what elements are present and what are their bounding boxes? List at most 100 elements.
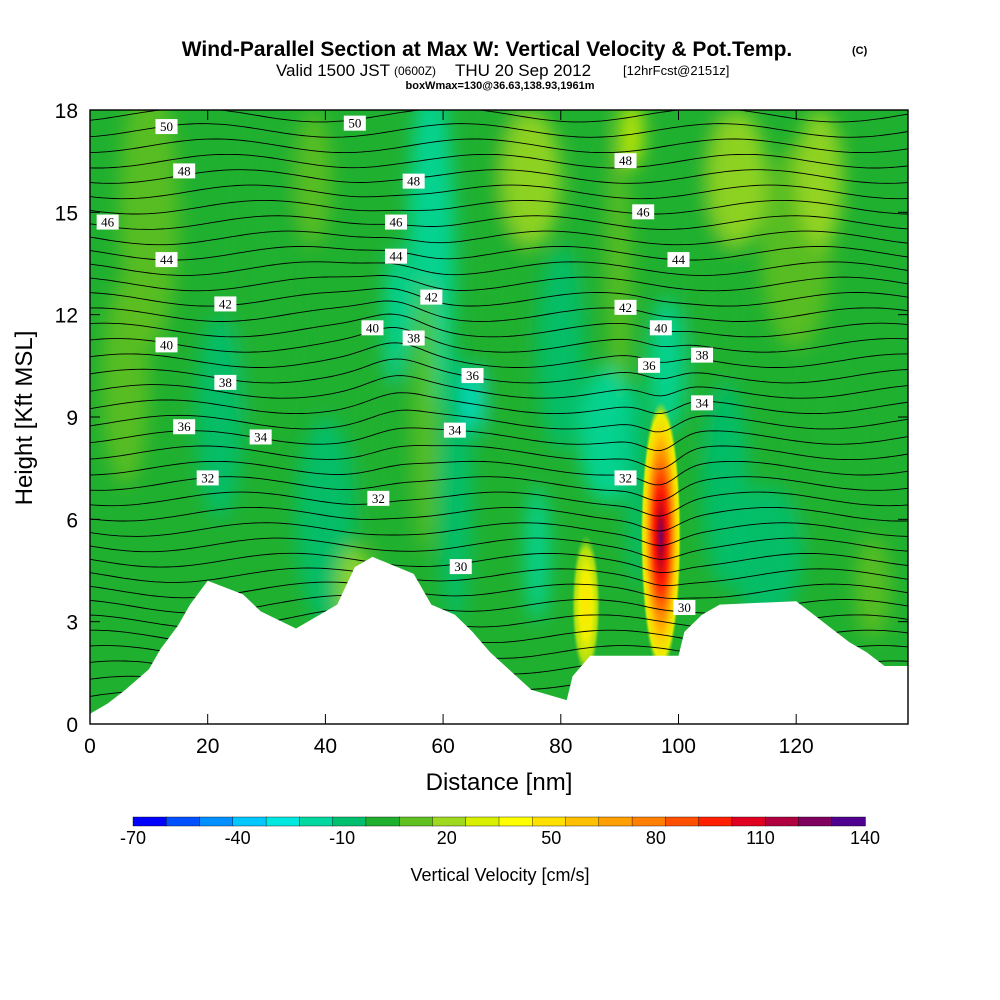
svg-text:36: 36 xyxy=(643,358,657,373)
colorbar-tick-label: 50 xyxy=(541,828,561,848)
theta-contour xyxy=(90,460,908,486)
y-tick-label: 12 xyxy=(55,305,78,328)
theta-label: 34 xyxy=(443,422,466,438)
colorbar-cell xyxy=(598,816,633,827)
colorbar-cell xyxy=(432,816,467,827)
svg-text:46: 46 xyxy=(637,204,651,219)
svg-text:38: 38 xyxy=(219,375,232,390)
svg-text:40: 40 xyxy=(366,320,379,335)
svg-text:32: 32 xyxy=(372,491,385,506)
theta-label: 32 xyxy=(614,470,637,486)
x-tick-label: 60 xyxy=(431,735,454,758)
field-patch xyxy=(360,348,408,554)
theta-contour xyxy=(90,445,908,470)
field-patch xyxy=(478,110,526,452)
theta-label: 48 xyxy=(173,163,196,179)
svg-text:36: 36 xyxy=(466,368,480,383)
field-patch xyxy=(702,382,750,588)
theta-label: 46 xyxy=(632,204,655,220)
theta-contour xyxy=(90,327,908,353)
theta-contour xyxy=(90,522,908,546)
colorbar-cell xyxy=(698,816,733,827)
theta-contour xyxy=(90,138,908,154)
theta-contour xyxy=(90,110,908,123)
colorbar-label: Vertical Velocity [cm/s] xyxy=(410,865,589,885)
colorbar-cell xyxy=(465,816,500,827)
colorbar-ticks: -70 -40 -10 20 50 80 110 140 xyxy=(120,828,880,848)
theta-label: 36 xyxy=(173,419,196,435)
theta-label: 48 xyxy=(614,153,637,169)
colorbar-cell xyxy=(532,816,567,827)
theta-label: 40 xyxy=(155,337,178,353)
svg-text:34: 34 xyxy=(254,429,268,444)
svg-text:32: 32 xyxy=(201,470,214,485)
colorbar-cell xyxy=(831,816,866,827)
theta-contour xyxy=(90,476,908,502)
colorbar-tick-label: 140 xyxy=(850,828,880,848)
theta-label: 32 xyxy=(196,470,219,486)
svg-text:48: 48 xyxy=(619,153,632,168)
theta-label: 50 xyxy=(155,119,178,135)
theta-contour xyxy=(90,169,908,184)
theta-label: 44 xyxy=(667,252,690,267)
colorbar xyxy=(132,816,866,827)
svg-text:32: 32 xyxy=(619,470,632,485)
svg-text:46: 46 xyxy=(390,215,404,230)
subtitle-zulu: (0600Z) xyxy=(394,64,436,78)
colorbar-cell xyxy=(232,816,267,827)
svg-text:48: 48 xyxy=(407,174,420,189)
svg-text:50: 50 xyxy=(160,119,173,134)
copyright-mark: (C) xyxy=(852,45,868,57)
svg-text:36: 36 xyxy=(178,419,192,434)
theta-label: 50 xyxy=(343,115,366,131)
theta-contour xyxy=(90,375,908,399)
theta-contour xyxy=(90,184,908,200)
y-tick-label: 0 xyxy=(66,714,78,737)
theta-label: 48 xyxy=(402,173,425,189)
theta-contour xyxy=(90,275,908,292)
colorbar-cell xyxy=(265,816,301,827)
field-patch xyxy=(437,348,473,622)
colorbar-tick-label: 80 xyxy=(646,828,666,848)
theta-contour xyxy=(90,245,908,261)
theta-label: 40 xyxy=(361,320,384,336)
svg-text:48: 48 xyxy=(178,163,191,178)
colorbar-cell xyxy=(365,816,400,827)
theta-contour xyxy=(90,153,908,169)
field-patch xyxy=(195,314,244,520)
colorbar-cell xyxy=(565,816,600,827)
theta-label: 38 xyxy=(402,330,425,346)
theta-label: 46 xyxy=(385,214,408,230)
theta-contour xyxy=(90,215,908,230)
svg-text:42: 42 xyxy=(425,290,438,305)
theta-label: 42 xyxy=(214,296,237,312)
terrain xyxy=(90,556,908,724)
x-axis: 0 20 40 60 80 100 120 xyxy=(84,110,814,758)
x-tick-label: 120 xyxy=(779,735,814,758)
theta-label: 30 xyxy=(449,559,472,575)
theta-label: 36 xyxy=(638,357,661,373)
theta-label: 30 xyxy=(673,600,696,616)
colorbar-cell xyxy=(798,816,833,827)
colorbar-tick-label: 20 xyxy=(437,828,457,848)
colorbar-cell xyxy=(132,816,167,827)
colorbar-tick-label: -10 xyxy=(329,828,355,848)
y-tick-label: 6 xyxy=(66,509,78,532)
field-patch xyxy=(578,365,638,503)
x-tick-label: 20 xyxy=(196,735,219,758)
info-line: boxWmax=130@36.63,138.93,1961m xyxy=(406,80,595,92)
x-axis-label: Distance [nm] xyxy=(426,769,573,796)
theta-contour xyxy=(90,261,908,276)
subtitle-forecast: [12hrFcst@2151z] xyxy=(623,63,729,78)
x-tick-label: 40 xyxy=(314,735,337,758)
theta-label: 40 xyxy=(649,320,672,336)
theta-contour xyxy=(90,230,908,246)
x-tick-label: 0 xyxy=(84,735,96,758)
theta-label: 36 xyxy=(461,368,484,384)
field-patch xyxy=(731,485,803,622)
colorbar-tick-label: -70 xyxy=(120,828,146,848)
colorbar-cell xyxy=(299,816,334,827)
field-patch xyxy=(707,110,767,247)
